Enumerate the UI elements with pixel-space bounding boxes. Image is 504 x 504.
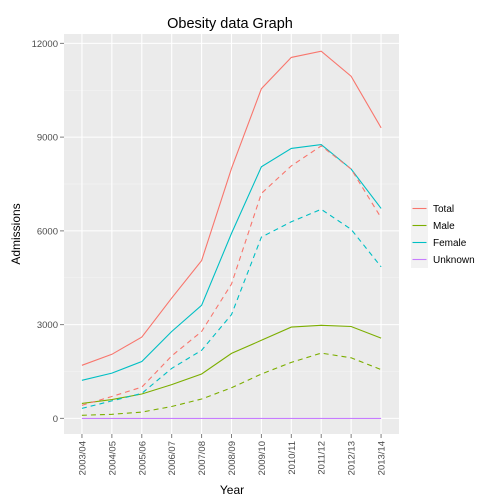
chart-title: Obesity data Graph (167, 16, 293, 32)
x-tick-label: 2007/08 (197, 441, 208, 475)
x-tick-label: 2010/11 (287, 441, 298, 475)
y-tick-label: 0 (53, 414, 58, 425)
female-line (81, 144, 382, 381)
x-tick-label: 2008/09 (227, 441, 238, 475)
x-axis: 2003/04 2004/05 2005/06 2006/07 2007/08 2008/… (77, 434, 388, 475)
legend-label-male: Male (433, 221, 455, 232)
x-tick-label: 2012/13 (347, 441, 358, 475)
series-5-dashed-line (81, 352, 382, 416)
legend-label-unknown: Unknown (433, 255, 475, 266)
y-tick-label: 9000 (37, 133, 58, 144)
total-line (81, 50, 382, 366)
x-tick-label: 2003/04 (77, 441, 88, 475)
series-lines (81, 50, 382, 419)
y-axis-title: Admissions (9, 203, 23, 264)
legend: Total Male Female Unknown (411, 200, 475, 268)
x-tick-label: 2009/10 (257, 441, 268, 475)
legend-label-female: Female (433, 238, 467, 249)
x-tick-label: 2011/12 (317, 441, 328, 475)
x-tick-label: 2013/14 (377, 441, 388, 475)
y-axis: 0 3000 6000 9000 12000 (32, 39, 64, 425)
legend-label-total: Total (433, 204, 454, 215)
x-tick-label: 2006/07 (167, 441, 178, 475)
x-axis-title: Year (220, 483, 244, 497)
series-6-dashed-line (81, 208, 382, 409)
y-tick-label: 3000 (37, 320, 58, 331)
x-tick-label: 2005/06 (137, 441, 148, 475)
series-4-dashed-line (81, 145, 382, 406)
male-line (81, 324, 382, 404)
y-tick-label: 12000 (32, 39, 58, 50)
x-tick-label: 2004/05 (107, 441, 118, 475)
y-tick-label: 6000 (37, 226, 58, 237)
